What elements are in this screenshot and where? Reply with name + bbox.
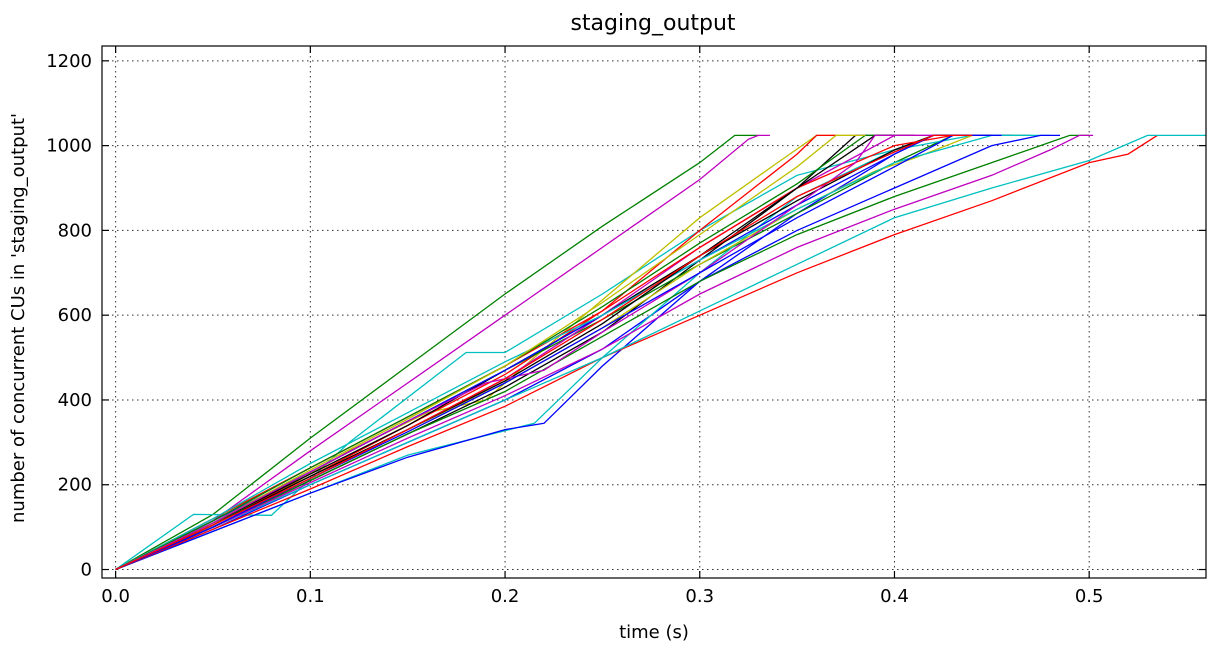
x-axis-label: time (s) (619, 622, 689, 643)
series-line (115, 134, 770, 571)
x-tick-label: 0.3 (685, 586, 714, 607)
series-line (115, 134, 934, 571)
x-tick-label: 0.2 (491, 586, 520, 607)
series-line (115, 134, 866, 571)
x-tick-label: 0.1 (296, 586, 325, 607)
y-tick-label: 200 (58, 475, 92, 496)
y-tick-label: 400 (58, 390, 92, 411)
series-line (115, 134, 914, 571)
series-line (115, 134, 1060, 571)
y-tick-label: 0 (81, 560, 92, 581)
x-tick-label: 0.4 (880, 586, 909, 607)
series-line (115, 134, 1206, 571)
x-tick-label: 0.0 (101, 586, 130, 607)
y-tick-label: 1200 (46, 51, 92, 72)
x-tick-label: 0.5 (1075, 586, 1104, 607)
y-tick-label: 600 (58, 305, 92, 326)
plot-area (115, 134, 1206, 571)
axis-ticks: 0.0 0.1 0.2 0.3 0.4 0.5 0 200 400 600 800 1000 1200 (46, 46, 1206, 607)
y-tick-label: 1000 (46, 136, 92, 157)
grid (102, 46, 1206, 578)
series-line (115, 134, 1090, 571)
series-line (115, 134, 1094, 571)
series-line (115, 134, 895, 571)
y-tick-label: 800 (58, 220, 92, 241)
series-line (115, 134, 973, 571)
y-axis-label: number of concurrent CUs in 'staging_out… (8, 113, 29, 523)
plot-frame (101, 45, 1207, 579)
series-line (115, 134, 1158, 571)
series-line (115, 134, 1031, 571)
chart-title: staging_output (570, 11, 735, 36)
series-line (115, 134, 759, 571)
